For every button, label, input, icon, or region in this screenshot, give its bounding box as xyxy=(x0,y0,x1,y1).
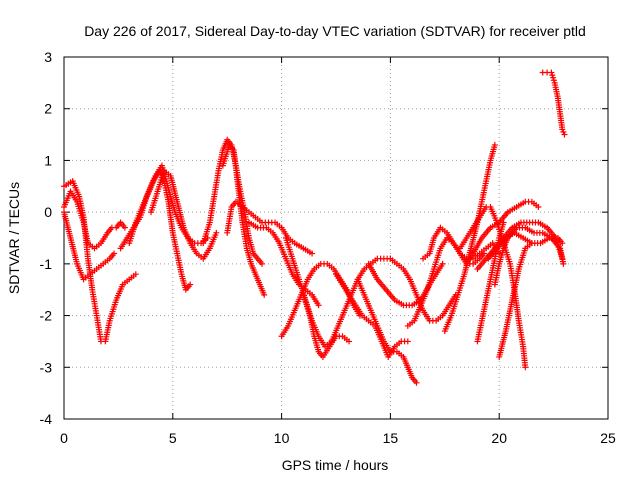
data-points xyxy=(61,69,568,386)
data-point-marker xyxy=(309,250,316,257)
data-point-marker xyxy=(500,219,507,226)
data-point-marker xyxy=(559,240,566,247)
y-tick-label: 0 xyxy=(44,204,52,220)
y-tick-label: 2 xyxy=(44,101,52,117)
series-track-15 xyxy=(354,276,420,386)
x-axis-title: GPS time / hours xyxy=(282,457,389,473)
data-point-marker xyxy=(535,203,542,210)
grid-lines xyxy=(64,57,608,419)
data-point-marker xyxy=(346,338,353,345)
y-axis-title: SDTVAR / TECUs xyxy=(6,182,22,294)
series-track-13 xyxy=(300,291,353,360)
data-point-marker xyxy=(213,229,220,236)
axis-ticks xyxy=(63,56,609,420)
x-tick-label: 10 xyxy=(274,430,290,446)
y-tick-label: 1 xyxy=(44,152,52,168)
series-track-18 xyxy=(404,235,503,329)
y-tick-label: -2 xyxy=(40,308,53,324)
series-track-28 xyxy=(539,69,568,138)
series-track-25 xyxy=(491,224,567,288)
data-point-marker xyxy=(439,260,446,267)
y-tick-label: -1 xyxy=(40,256,53,272)
series-track-26 xyxy=(474,219,507,345)
x-tick-label: 5 xyxy=(169,430,177,446)
series-track-27 xyxy=(496,240,535,360)
x-tick-label: 0 xyxy=(60,430,68,446)
data-point-marker xyxy=(522,364,529,371)
data-point-marker xyxy=(560,260,567,267)
data-point-marker xyxy=(261,291,268,298)
y-tick-labels: -4 -3 -2 -1 0 1 2 3 xyxy=(40,49,53,427)
x-tick-label: 20 xyxy=(491,430,507,446)
series-track-9 xyxy=(224,198,316,257)
data-point-marker xyxy=(132,271,139,278)
data-point-marker xyxy=(259,260,266,267)
series-track-8 xyxy=(219,141,268,298)
data-point-marker xyxy=(413,379,420,386)
data-point-marker xyxy=(121,224,128,231)
x-tick-labels: 0 5 10 15 20 25 xyxy=(60,430,616,446)
series-track-3 xyxy=(61,209,118,283)
data-point-marker xyxy=(561,131,568,138)
y-tick-label: -4 xyxy=(40,411,53,427)
series-track-6 xyxy=(148,167,220,262)
data-point-marker xyxy=(111,250,118,257)
chart-title: Day 226 of 2017, Sidereal Day-to-day VTE… xyxy=(84,23,586,39)
data-point-marker xyxy=(491,141,498,148)
x-tick-label: 25 xyxy=(600,430,616,446)
y-tick-label: 3 xyxy=(44,49,52,65)
series-track-22 xyxy=(463,198,542,267)
series-track-5 xyxy=(126,162,211,247)
y-tick-label: -3 xyxy=(40,359,53,375)
data-point-marker xyxy=(528,240,535,247)
plot-area-frame xyxy=(63,56,609,420)
x-tick-label: 15 xyxy=(383,430,399,446)
data-point-marker xyxy=(187,281,194,288)
series-track-19 xyxy=(420,224,487,267)
data-point-marker xyxy=(404,338,411,345)
data-point-marker xyxy=(480,250,487,257)
series-track-17 xyxy=(387,255,459,324)
series-track-2 xyxy=(61,178,139,345)
data-point-marker xyxy=(315,302,322,309)
